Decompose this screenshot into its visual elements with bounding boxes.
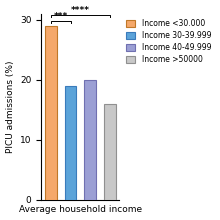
Bar bbox=[45, 26, 57, 200]
Text: ****: **** bbox=[71, 6, 90, 15]
Y-axis label: PICU admissions (%): PICU admissions (%) bbox=[6, 61, 15, 153]
Text: ***: *** bbox=[53, 12, 68, 21]
Legend: Income <30.000, Income 30-39.999, Income 40-49.999, Income >50000: Income <30.000, Income 30-39.999, Income… bbox=[125, 18, 213, 66]
Bar bbox=[84, 80, 96, 200]
X-axis label: Average household income: Average household income bbox=[19, 205, 142, 214]
Bar bbox=[65, 86, 76, 200]
Bar bbox=[104, 104, 116, 200]
